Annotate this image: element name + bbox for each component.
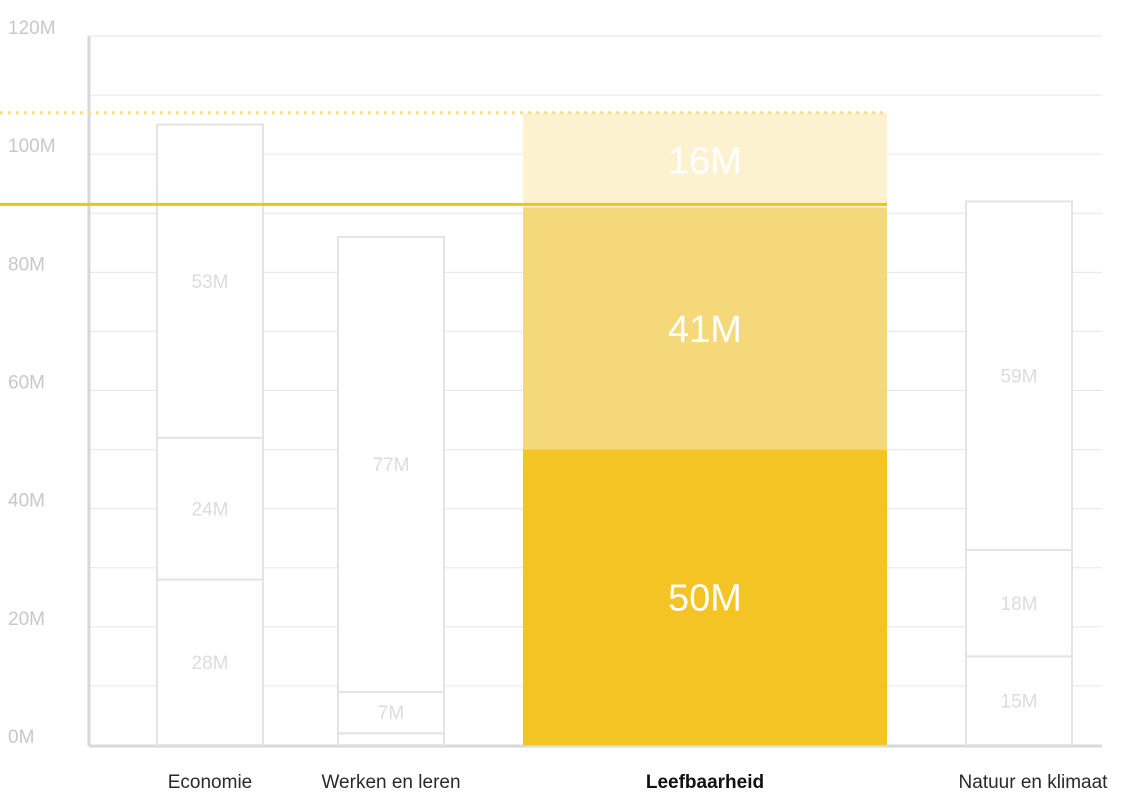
bar-leefbaarheid[interactable]: 50M 41M 16M — [523, 112, 887, 745]
segment-value-label: 41M — [668, 309, 742, 351]
segment-value-label: 24M — [192, 499, 229, 520]
bar-segment[interactable] — [337, 690, 445, 735]
bar-segment[interactable] — [156, 123, 264, 439]
segment-value-label: 53M — [192, 272, 229, 293]
y-tick-label: 100M — [8, 136, 56, 157]
bar-segment[interactable] — [156, 436, 264, 581]
segment-value-label: 59M — [1001, 366, 1038, 387]
segment-value-label: 50M — [668, 578, 742, 620]
x-category-label[interactable]: Leefbaarheid — [646, 772, 764, 793]
x-category-label[interactable]: Economie — [168, 772, 253, 793]
bar-werken-en-leren[interactable]: 7M 77M — [337, 235, 445, 747]
segment-value-label: 18M — [1001, 594, 1038, 615]
reference-lines — [0, 111, 887, 206]
y-tick-label: 80M — [8, 254, 45, 275]
bar-segment[interactable] — [965, 200, 1073, 552]
segment-value-label: 77M — [373, 455, 410, 476]
segment-value-label: 16M — [668, 140, 742, 182]
segment-value-label: 28M — [192, 653, 229, 674]
x-category-label[interactable]: Werken en leren — [321, 772, 460, 793]
y-tick-label: 20M — [8, 609, 45, 630]
x-axis-labels: Economie Werken en leren Leefbaarheid Natuu… — [168, 772, 1108, 793]
bar-segment[interactable] — [523, 449, 887, 745]
bar-segment[interactable] — [337, 732, 445, 747]
bars: 28M 24M 53M 7M 77M 50M 41M 16M 15M 18M 59M — [156, 112, 1073, 747]
bar-segment[interactable] — [337, 235, 445, 693]
y-tick-label: 0M — [8, 727, 34, 748]
bar-segment[interactable] — [523, 112, 887, 208]
y-tick-label: 120M — [8, 18, 56, 39]
y-tick-label: 40M — [8, 491, 45, 512]
x-category-label[interactable]: Natuur en klimaat — [959, 772, 1109, 793]
segment-value-label: 7M — [378, 703, 404, 724]
y-tick-label: 60M — [8, 373, 45, 394]
bar-segment[interactable] — [523, 207, 887, 450]
bar-economie[interactable]: 28M 24M 53M — [156, 123, 264, 746]
bar-segment[interactable] — [156, 578, 264, 746]
y-axis: 0M 20M 40M 60M 80M 100M 120M — [8, 18, 1102, 748]
bar-segment[interactable] — [965, 549, 1073, 658]
segment-value-label: 15M — [1001, 691, 1038, 712]
bar-natuur-en-klimaat[interactable]: 15M 18M 59M — [965, 200, 1073, 746]
